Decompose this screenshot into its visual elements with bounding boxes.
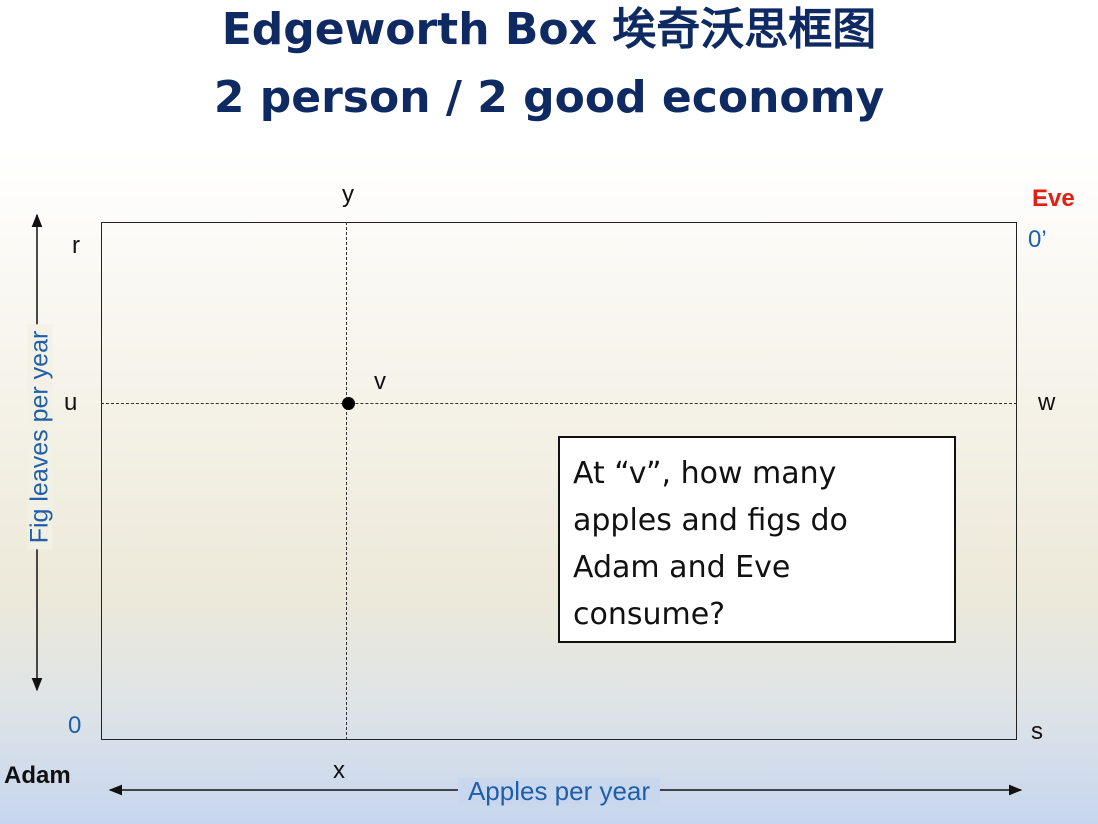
callout-line: Adam and Eve (573, 550, 791, 585)
label-w: w (1038, 389, 1056, 416)
label-v: v (374, 368, 386, 395)
edgeworth-box (101, 222, 1017, 740)
label-x: x (333, 757, 345, 784)
adam-origin-label: 0 (68, 712, 82, 739)
fig-axis-label: Fig leaves per year (26, 324, 54, 550)
allocation-point-v (342, 397, 355, 410)
vertical-dashed-line (346, 222, 347, 740)
eve-label: Eve (1032, 185, 1075, 212)
question-callout: At “v”, how many apples and figs do Adam… (558, 436, 956, 643)
callout-line: consume? (573, 597, 726, 632)
callout-line: apples and figs do (573, 503, 848, 538)
adam-label: Adam (4, 762, 71, 789)
label-u: u (64, 389, 78, 416)
label-s: s (1031, 718, 1043, 745)
label-y: y (342, 181, 354, 208)
callout-line: At “v”, how many (573, 456, 837, 491)
apple-axis-label: Apples per year (457, 778, 661, 804)
page-title: Edgeworth Box 埃奇沃思框图 (221, 4, 877, 55)
eve-origin-label: 0’ (1028, 226, 1047, 253)
horizontal-dashed-line (101, 403, 1017, 404)
label-r: r (72, 232, 80, 259)
page-subtitle: 2 person / 2 good economy (213, 72, 885, 123)
